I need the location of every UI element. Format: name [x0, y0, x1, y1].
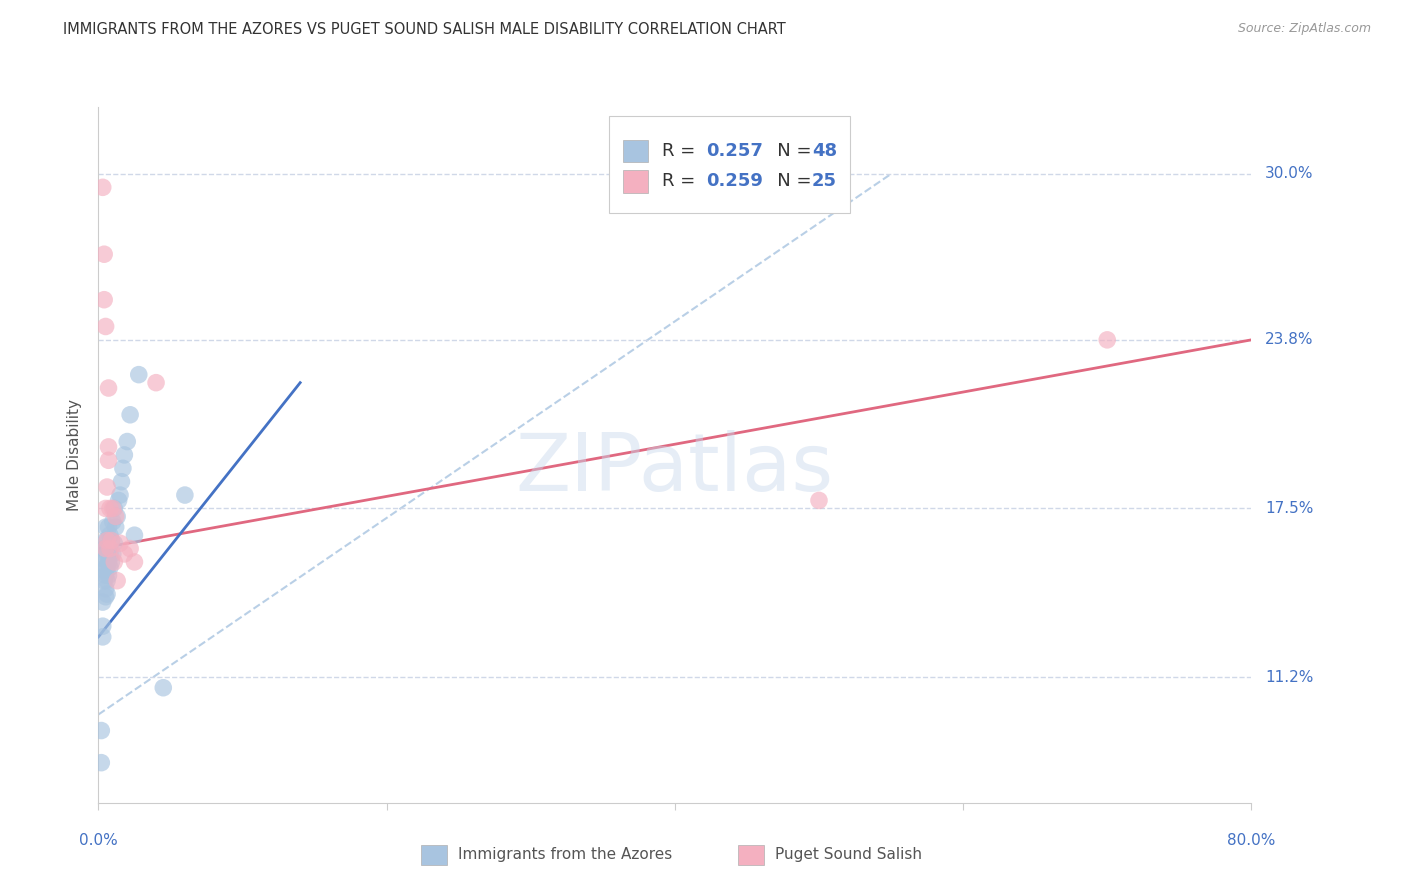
Text: 0.259: 0.259 [706, 172, 763, 191]
Point [108, 488, 131, 502]
Point [94, 319, 117, 334]
Point [91, 619, 114, 633]
Point [128, 368, 150, 382]
Point [103, 555, 125, 569]
Text: ZIPatlas: ZIPatlas [516, 430, 834, 508]
Point [98, 560, 121, 574]
Text: 25: 25 [813, 172, 837, 191]
Point [120, 541, 142, 556]
Point [112, 547, 135, 561]
Point [110, 475, 132, 489]
Point [96, 560, 118, 574]
Point [100, 555, 122, 569]
Text: 0.0%: 0.0% [79, 833, 118, 848]
Text: 23.8%: 23.8% [1265, 333, 1313, 347]
Point [90, 756, 112, 770]
Point [91, 595, 114, 609]
Point [98, 547, 121, 561]
Point [101, 515, 124, 529]
Point [91, 180, 114, 194]
Point [120, 408, 142, 422]
Point [93, 574, 115, 588]
Point [94, 533, 117, 548]
Text: Immigrants from the Azores: Immigrants from the Azores [458, 847, 672, 863]
Point [97, 453, 120, 467]
Text: 17.5%: 17.5% [1265, 501, 1313, 516]
Point [94, 520, 117, 534]
Point [108, 536, 131, 550]
Text: Puget Sound Salish: Puget Sound Salish [775, 847, 922, 863]
Point [174, 488, 197, 502]
Point [101, 501, 124, 516]
FancyBboxPatch shape [623, 170, 648, 193]
Point [124, 555, 146, 569]
Text: N =: N = [761, 142, 817, 160]
Point [94, 590, 117, 604]
Point [94, 549, 117, 564]
Point [97, 541, 120, 556]
Point [105, 574, 128, 588]
Point [111, 461, 134, 475]
Point [93, 247, 115, 261]
Text: R =: R = [662, 142, 702, 160]
Point [93, 563, 115, 577]
FancyBboxPatch shape [738, 845, 763, 865]
Point [98, 528, 121, 542]
Point [96, 480, 118, 494]
Point [104, 520, 127, 534]
Text: 80.0%: 80.0% [1227, 833, 1275, 848]
Text: 30.0%: 30.0% [1265, 167, 1313, 181]
Point [97, 568, 120, 582]
Text: R =: R = [662, 172, 702, 191]
Text: N =: N = [761, 172, 817, 191]
Point [107, 493, 129, 508]
Text: 48: 48 [813, 142, 837, 160]
Point [97, 555, 120, 569]
Point [94, 541, 117, 556]
Point [117, 434, 139, 449]
Point [98, 541, 121, 556]
Point [97, 440, 120, 454]
Point [93, 541, 115, 556]
Point [104, 509, 127, 524]
Text: Source: ZipAtlas.com: Source: ZipAtlas.com [1237, 22, 1371, 36]
Point [94, 541, 117, 556]
Text: 11.2%: 11.2% [1265, 670, 1313, 684]
FancyBboxPatch shape [422, 845, 447, 865]
Point [100, 533, 122, 548]
Point [96, 533, 118, 548]
Point [94, 560, 117, 574]
Point [91, 630, 114, 644]
Point [101, 547, 124, 561]
Text: IMMIGRANTS FROM THE AZORES VS PUGET SOUND SALISH MALE DISABILITY CORRELATION CHA: IMMIGRANTS FROM THE AZORES VS PUGET SOUN… [63, 22, 786, 37]
Point [97, 520, 120, 534]
Point [96, 547, 118, 561]
Point [1097, 333, 1119, 347]
Point [152, 681, 174, 695]
Point [96, 587, 118, 601]
Point [145, 376, 167, 390]
Y-axis label: Male Disability: Male Disability [67, 399, 83, 511]
Point [96, 574, 118, 588]
FancyBboxPatch shape [609, 116, 851, 213]
Point [112, 448, 135, 462]
Point [90, 723, 112, 738]
Point [94, 582, 117, 596]
Point [105, 509, 128, 524]
Point [97, 381, 120, 395]
Point [98, 501, 121, 516]
Point [96, 533, 118, 548]
Point [100, 533, 122, 548]
Point [103, 501, 125, 516]
FancyBboxPatch shape [623, 140, 648, 162]
Point [93, 552, 115, 566]
Point [94, 501, 117, 516]
Point [94, 568, 117, 582]
Point [808, 493, 831, 508]
Point [124, 528, 146, 542]
Text: 0.257: 0.257 [706, 142, 763, 160]
Point [103, 536, 125, 550]
Point [93, 293, 115, 307]
